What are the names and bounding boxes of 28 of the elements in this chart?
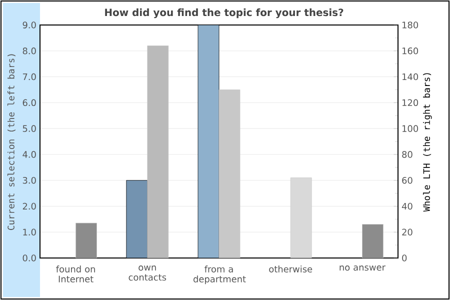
y2-tick-label: 140 <box>402 73 418 80</box>
chart-title: How did you find the topic for your thesis? <box>105 8 344 18</box>
x-tick-label: no answer <box>340 266 386 271</box>
y-tick-label: 1.0 <box>23 228 36 236</box>
y2-tick-label: 60 <box>402 176 412 184</box>
y-tick-label: 6.0 <box>22 99 36 106</box>
x-tick-label: found on Internet <box>56 266 95 282</box>
y2-tick-label: 20 <box>402 228 412 236</box>
x-tick-label: own contacts <box>128 266 166 281</box>
y2-tick-label: 40 <box>402 202 412 210</box>
y-tick-label: 2.0 <box>22 202 36 210</box>
y-tick-label: 5.0 <box>22 125 36 132</box>
y2-tick-label: 180 <box>402 22 418 28</box>
y-tick-label: 0.0 <box>22 254 36 262</box>
y-axis-title: Current selection (the left bars) <box>7 54 16 230</box>
y-tick-label: 4.0 <box>22 151 36 158</box>
y2-tick-label: 0 <box>402 254 407 262</box>
y2-tick-label: 100 <box>402 125 418 132</box>
y2-axis-title: Whole LTH (the right bars) <box>423 73 432 212</box>
x-tick-label: otherwise <box>269 266 312 272</box>
y2-tick-label: 120 <box>402 99 418 106</box>
y-tick-label: 9.0 <box>22 22 36 28</box>
y-tick-label: 8.0 <box>22 47 36 54</box>
x-tick-label: from a department <box>194 266 246 284</box>
y-tick-label: 3.0 <box>22 176 36 184</box>
y2-tick-label: 160 <box>402 47 418 54</box>
y2-tick-label: 80 <box>402 151 412 158</box>
y-tick-label: 7.0 <box>22 73 36 80</box>
